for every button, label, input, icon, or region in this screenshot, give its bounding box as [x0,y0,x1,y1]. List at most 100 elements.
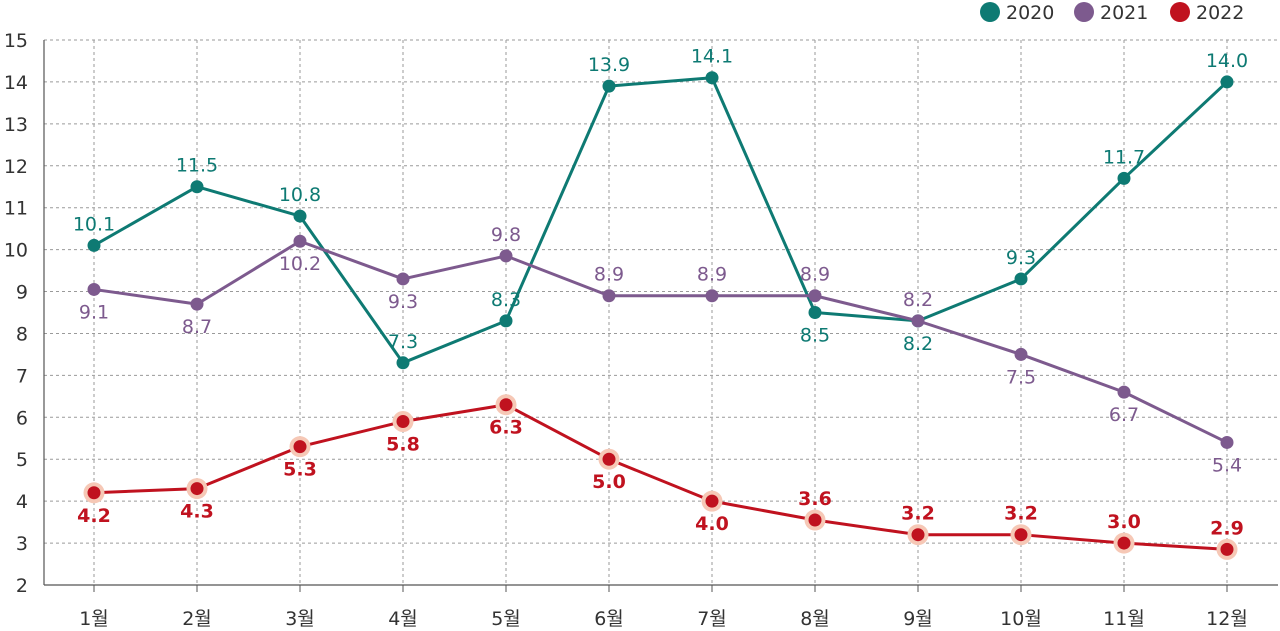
x-tick-label: 1월 [79,608,109,630]
data-label-2021: 8.7 [182,316,212,338]
data-point-2022 [87,486,101,500]
data-label-2020: 9.3 [1006,247,1036,269]
data-label-2022: 2.9 [1210,517,1244,539]
data-label-2022: 4.3 [180,501,214,523]
y-tick-label: 3 [16,533,28,555]
data-point-2020 [1014,272,1028,286]
data-point-2021 [396,272,410,286]
series-layer [83,71,1238,560]
x-tick-label: 7월 [697,608,727,630]
data-point-2022 [293,440,307,454]
y-tick-label: 7 [16,365,28,387]
data-point-2022 [396,415,410,428]
data-point-2020 [190,180,204,194]
data-label-2022: 5.8 [386,434,420,456]
data-point-2022 [1117,536,1131,550]
y-tick-label: 15 [4,30,28,52]
data-label-2020: 8.5 [800,325,830,347]
x-tick-label: 2월 [182,608,212,630]
x-tick-label: 6월 [594,608,624,630]
data-point-2020 [499,314,513,328]
y-tick-label: 5 [16,449,28,471]
data-label-2022: 4.0 [695,513,729,535]
y-tick-label: 13 [4,114,28,136]
legend-label-2021: 2021 [1100,2,1148,24]
data-point-2022 [1014,528,1028,542]
data-label-2021: 9.1 [79,301,109,323]
y-tick-label: 9 [16,282,28,304]
data-label-2020: 10.1 [73,213,115,235]
data-label-2020: 14.1 [691,46,733,68]
data-label-2021: 7.5 [1006,366,1036,388]
data-label-2021: 8.9 [800,264,830,286]
data-point-2021 [1014,347,1028,361]
data-label-2022: 3.6 [798,488,832,510]
data-label-2021: 9.8 [491,224,521,246]
data-point-2020 [808,306,822,319]
data-label-2021: 6.7 [1109,404,1139,426]
x-tick-label: 10월 [1000,608,1042,630]
data-label-2020: 8.2 [903,333,933,355]
data-label-2020: 13.9 [588,54,630,76]
data-point-2021 [190,297,204,311]
legend: 2020 2021 2022 [980,2,1244,24]
grid-layer [44,39,1278,585]
x-tick-label: 8월 [800,608,830,630]
x-tick-label: 3월 [285,608,315,630]
data-point-2020 [705,71,719,85]
axis-layer: 2 3 4 5 6 7 8 9 10 11 12 13 14 15 1월 2월 3월 4월 5월 6월 7월 8월 9월 10… [4,30,1278,630]
data-point-2022 [911,528,925,542]
data-point-2022 [1220,542,1234,556]
data-label-2020: 11.5 [176,155,218,177]
data-label-2020: 11.7 [1103,146,1145,168]
data-point-2020 [1220,75,1234,89]
data-point-2021 [293,234,307,248]
y-tick-label: 4 [16,491,28,513]
data-label-2022: 6.3 [489,417,523,439]
data-label-2022: 5.3 [283,459,317,481]
data-label-2021: 5.4 [1212,454,1242,476]
y-tick-label: 10 [4,240,28,262]
data-label-2022: 3.0 [1107,511,1141,533]
data-point-2020 [1117,171,1131,185]
data-label-2021: 8.9 [594,264,624,286]
legend-marker-2021 [1074,2,1094,22]
data-point-2021 [87,282,101,296]
data-label-2020: 7.3 [388,331,418,353]
data-point-2021 [1220,435,1234,449]
data-point-2020 [396,356,410,370]
x-tick-label: 9월 [903,608,933,630]
data-point-2022 [705,494,719,508]
data-label-2021: 8.2 [903,289,933,311]
data-label-2022: 3.2 [901,503,935,525]
data-point-2022 [190,482,204,496]
y-tick-label: 14 [4,72,28,94]
data-point-2021 [911,314,925,328]
x-tick-label: 11월 [1103,608,1145,630]
data-label-2020: 10.8 [279,184,321,206]
data-label-2022: 4.2 [77,505,111,527]
series-line-2022 [93,403,1228,551]
data-label-2021: 8.9 [697,264,727,286]
data-point-2021 [1117,385,1131,399]
data-label-2020: 8.3 [491,289,521,311]
data-point-2022 [499,398,513,412]
x-tick-label: 12월 [1206,608,1248,630]
y-tick-label: 2 [16,575,28,597]
data-point-2021 [705,289,719,303]
data-point-2022 [602,452,616,466]
series-line-2021 [93,239,1228,444]
legend-label-2022: 2022 [1196,2,1244,24]
legend-marker-2022 [1170,2,1190,22]
data-point-2021 [808,289,822,303]
y-tick-label: 8 [16,323,28,345]
data-point-2021 [602,289,616,303]
data-point-2021 [499,249,513,263]
data-point-2020 [87,238,101,252]
data-point-2022 [808,513,822,527]
x-tick-label: 4월 [388,608,418,630]
y-tick-label: 6 [16,407,28,429]
data-label-2021: 10.2 [279,253,321,275]
